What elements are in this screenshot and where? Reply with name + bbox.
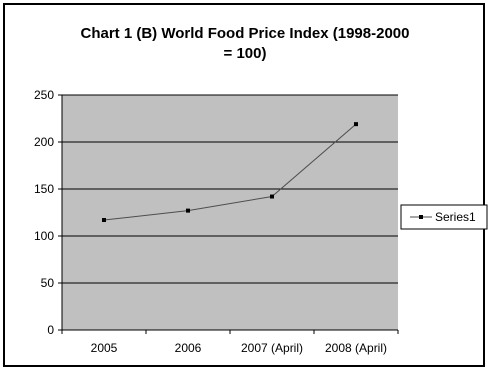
y-tick-label: 250 <box>34 88 54 102</box>
y-tick-label: 200 <box>34 135 54 149</box>
y-tick-label: 150 <box>34 182 54 196</box>
data-point <box>270 194 274 199</box>
axes: 0 50 100 150 200 250 2005 2006 2007 (April) 2008 … <box>34 88 399 355</box>
gridlines <box>62 94 398 284</box>
x-tick-label: 2006 <box>175 341 202 355</box>
series-layer <box>102 122 358 223</box>
data-point <box>102 218 106 223</box>
y-tick-label: 50 <box>41 276 55 290</box>
legend-label-series1: Series1 <box>435 210 476 224</box>
x-tick-label: 2005 <box>91 341 118 355</box>
series-line <box>103 123 357 221</box>
y-tick-label: 0 <box>47 323 54 337</box>
data-point <box>186 208 190 213</box>
legend: Series1 <box>400 204 488 230</box>
plot-area <box>62 95 398 330</box>
legend-marker <box>419 215 423 219</box>
data-point <box>354 122 358 127</box>
x-tick-label: 2007 (April) <box>241 341 303 355</box>
chart-title-line-2: = 100) <box>224 45 267 62</box>
y-tick-label: 100 <box>34 229 54 243</box>
chart-title: Chart 1 (B) World Food Price Index (1998… <box>81 25 410 42</box>
x-tick-label: 2008 (April) <box>325 341 387 355</box>
